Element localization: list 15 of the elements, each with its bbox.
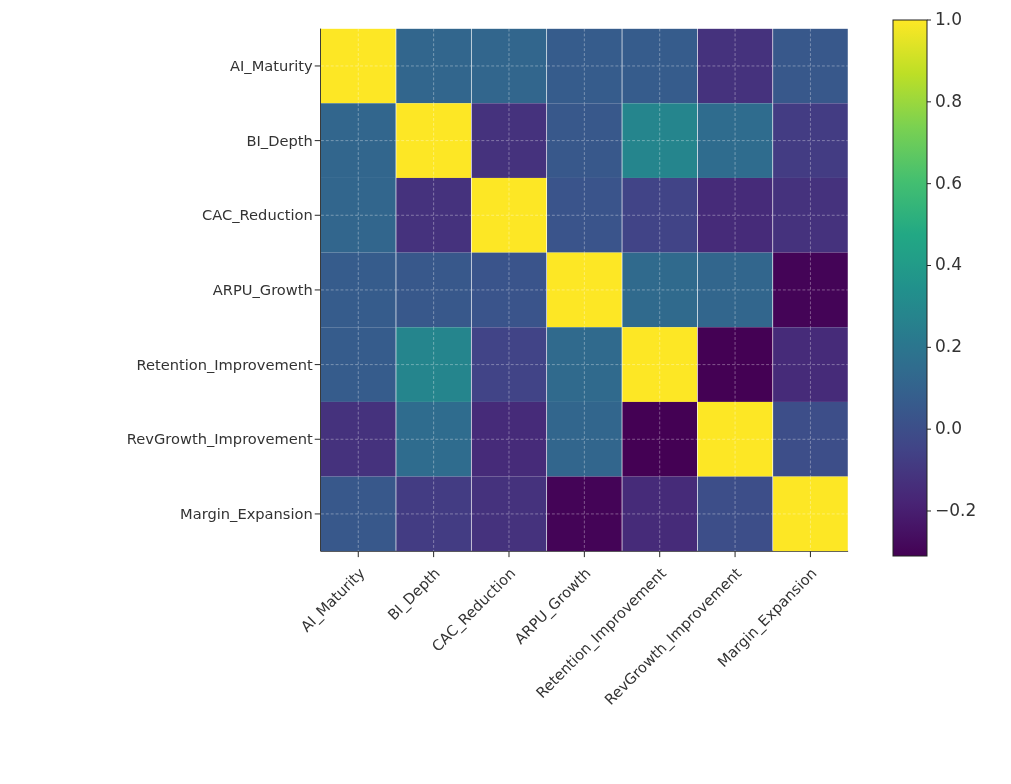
y-tick-label: ARPU_Growth <box>212 281 313 299</box>
y-tick-label: RevGrowth_Improvement <box>126 430 314 448</box>
color-bar-label: 1.0 <box>935 9 963 29</box>
y-tick-label: Margin_Expansion <box>180 505 313 523</box>
color-bar-label: 0.2 <box>935 336 963 357</box>
y-tick-label: Retention_Improvement <box>136 355 314 373</box>
color-bar-label: 0.0 <box>935 418 963 439</box>
colorbar: −0.2 0.0 0.2 0.4 0.6 0.8 1.0 <box>883 8 1003 578</box>
color-bar-label: 0.4 <box>935 254 963 275</box>
color-bar-label: −0.2 <box>935 499 977 520</box>
y-tick-label: AI_Maturity <box>230 57 314 75</box>
y-tick-label: CAC_Reduction <box>202 206 313 224</box>
color-bar-label: 0.6 <box>935 172 963 193</box>
y-tick-label: BI_Depth <box>246 131 313 149</box>
color-bar-label: 0.8 <box>935 90 963 111</box>
